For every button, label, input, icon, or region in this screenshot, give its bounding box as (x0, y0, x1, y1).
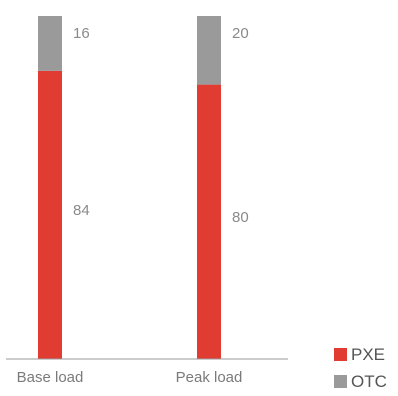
bar-pxe-2 (197, 84, 221, 359)
bar-pxe-1 (38, 70, 62, 359)
legend-swatch-otc (334, 375, 347, 388)
bar-otc-2 (197, 16, 221, 85)
legend: PXE OTC (334, 345, 387, 391)
legend-swatch-pxe (334, 348, 347, 361)
x-tick-labels-group: Base load Peak load (17, 369, 243, 386)
data-label-otc-2: 20 (232, 25, 249, 42)
legend-label-pxe: PXE (351, 345, 385, 364)
data-label-pxe-1: 84 (73, 202, 90, 219)
data-label-otc-1: 16 (73, 25, 90, 42)
data-labels-group: 84 16 80 20 (73, 25, 249, 226)
legend-label-otc: OTC (351, 372, 387, 391)
data-label-pxe-2: 80 (232, 209, 249, 226)
bars-group (38, 16, 221, 359)
x-tick-label-2: Peak load (176, 369, 243, 386)
x-tick-label-1: Base load (17, 369, 84, 386)
bar-otc-1 (38, 16, 62, 71)
